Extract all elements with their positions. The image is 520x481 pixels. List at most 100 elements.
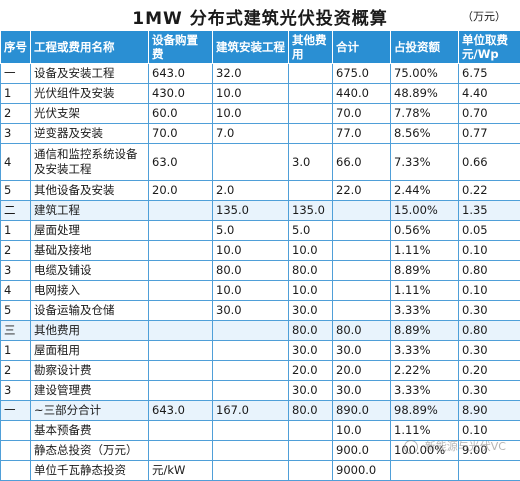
cell-seq: 3 (1, 261, 31, 281)
wechat-icon (404, 440, 418, 454)
cell-ratio: 3.33% (391, 381, 459, 401)
cell-other (289, 441, 333, 461)
cell-ratio: 75.00% (391, 64, 459, 84)
cell-name: 基本预备费 (31, 421, 149, 441)
cell-seq: 二 (1, 201, 31, 221)
cell-other: 80.0 (289, 401, 333, 421)
cell-seq: 一 (1, 64, 31, 84)
cell-construction (213, 144, 289, 181)
cell-equipment (149, 381, 213, 401)
cell-unit-cost (459, 461, 520, 481)
cell-name: 逆变器及安装 (31, 124, 149, 144)
cell-ratio: 7.33% (391, 144, 459, 181)
cell-unit-cost: 0.30 (459, 341, 520, 361)
cell-unit-cost: 0.20 (459, 361, 520, 381)
unit-label: （万元） (462, 8, 506, 24)
cell-unit-cost: 0.22 (459, 181, 520, 201)
cell-total (333, 201, 391, 221)
cell-unit-cost: 0.80 (459, 261, 520, 281)
cell-total (333, 281, 391, 301)
table-body: 一 设备及安装工程 643.0 32.0 675.0 75.00% 6.75 1… (1, 64, 520, 481)
cell-ratio: 8.89% (391, 261, 459, 281)
table-header-row: 序号 工程或费用名称 设备购置费 建筑安装工程 其他费用 合计 占投资额 单位取… (1, 31, 520, 64)
table-row: 3 建设管理费 30.0 30.0 3.33% 0.30 (1, 381, 520, 401)
header-ratio: 占投资额 (391, 31, 459, 64)
cell-ratio: 15.00% (391, 201, 459, 221)
table-row: 2 光伏支架 60.0 10.0 70.0 7.78% 0.70 (1, 104, 520, 124)
table-row: 1 屋面处理 5.0 5.0 0.56% 0.05 (1, 221, 520, 241)
cell-seq: 4 (1, 281, 31, 301)
cell-other: 5.0 (289, 221, 333, 241)
cell-construction: 10.0 (213, 104, 289, 124)
table-row: 二 建筑工程 135.0 135.0 15.00% 1.35 (1, 201, 520, 221)
cell-equipment: 20.0 (149, 181, 213, 201)
cell-construction: 32.0 (213, 64, 289, 84)
cell-construction (213, 321, 289, 341)
cell-seq: 三 (1, 321, 31, 341)
cell-total: 675.0 (333, 64, 391, 84)
cell-name: 电网接入 (31, 281, 149, 301)
table-row: 4 电网接入 10.0 10.0 1.11% 0.10 (1, 281, 520, 301)
cell-equipment (149, 341, 213, 361)
cell-equipment (149, 241, 213, 261)
cell-name: 静态总投资（万元） (31, 441, 149, 461)
table-row: 一 ~三部分合计 643.0 167.0 80.0 890.0 98.89% 8… (1, 401, 520, 421)
cell-equipment: 元/kW (149, 461, 213, 481)
cell-equipment (149, 261, 213, 281)
cell-other (289, 104, 333, 124)
cell-ratio: 8.56% (391, 124, 459, 144)
cell-other: 80.0 (289, 321, 333, 341)
cell-other (289, 124, 333, 144)
cell-equipment (149, 201, 213, 221)
table-row: 三 其他费用 80.0 80.0 8.89% 0.80 (1, 321, 520, 341)
cell-ratio: 7.78% (391, 104, 459, 124)
cell-other (289, 421, 333, 441)
cell-construction: 10.0 (213, 241, 289, 261)
cell-equipment: 430.0 (149, 84, 213, 104)
cell-total: 10.0 (333, 421, 391, 441)
table-row: 3 逆变器及安装 70.0 7.0 77.0 8.56% 0.77 (1, 124, 520, 144)
cell-name: 电缆及铺设 (31, 261, 149, 281)
cell-total: 70.0 (333, 104, 391, 124)
header-construction: 建筑安装工程 (213, 31, 289, 64)
page-title: 1MW 分布式建筑光伏投资概算 (0, 4, 520, 29)
cell-ratio: 48.89% (391, 84, 459, 104)
cell-ratio: 2.22% (391, 361, 459, 381)
cell-unit-cost: 0.80 (459, 321, 520, 341)
cell-construction: 80.0 (213, 261, 289, 281)
cell-name: 光伏组件及安装 (31, 84, 149, 104)
cell-total: 900.0 (333, 441, 391, 461)
cell-total: 80.0 (333, 321, 391, 341)
cell-total: 890.0 (333, 401, 391, 421)
cell-total (333, 261, 391, 281)
cell-seq: 5 (1, 181, 31, 201)
cell-total: 30.0 (333, 381, 391, 401)
cell-total: 440.0 (333, 84, 391, 104)
cell-construction (213, 381, 289, 401)
cell-other: 3.0 (289, 144, 333, 181)
cell-name: 屋面处理 (31, 221, 149, 241)
cell-seq (1, 441, 31, 461)
table-row: 3 电缆及铺设 80.0 80.0 8.89% 0.80 (1, 261, 520, 281)
cell-construction: 10.0 (213, 84, 289, 104)
header-total: 合计 (333, 31, 391, 64)
cell-ratio: 0.56% (391, 221, 459, 241)
header-other: 其他费用 (289, 31, 333, 64)
cell-construction: 5.0 (213, 221, 289, 241)
cell-name: 单位千瓦静态投资 (31, 461, 149, 481)
cell-name: 光伏支架 (31, 104, 149, 124)
title-row: 1MW 分布式建筑光伏投资概算 （万元） (0, 0, 520, 30)
cell-name: 建筑工程 (31, 201, 149, 221)
cell-construction: 167.0 (213, 401, 289, 421)
cell-ratio: 8.89% (391, 321, 459, 341)
cell-unit-cost: 4.40 (459, 84, 520, 104)
cell-seq: 2 (1, 241, 31, 261)
cell-name: 屋面租用 (31, 341, 149, 361)
cell-other: 30.0 (289, 301, 333, 321)
cell-unit-cost: 0.10 (459, 241, 520, 261)
cell-name: 基础及接地 (31, 241, 149, 261)
cell-name: 建设管理费 (31, 381, 149, 401)
table-row: 1 光伏组件及安装 430.0 10.0 440.0 48.89% 4.40 (1, 84, 520, 104)
cell-equipment: 643.0 (149, 401, 213, 421)
